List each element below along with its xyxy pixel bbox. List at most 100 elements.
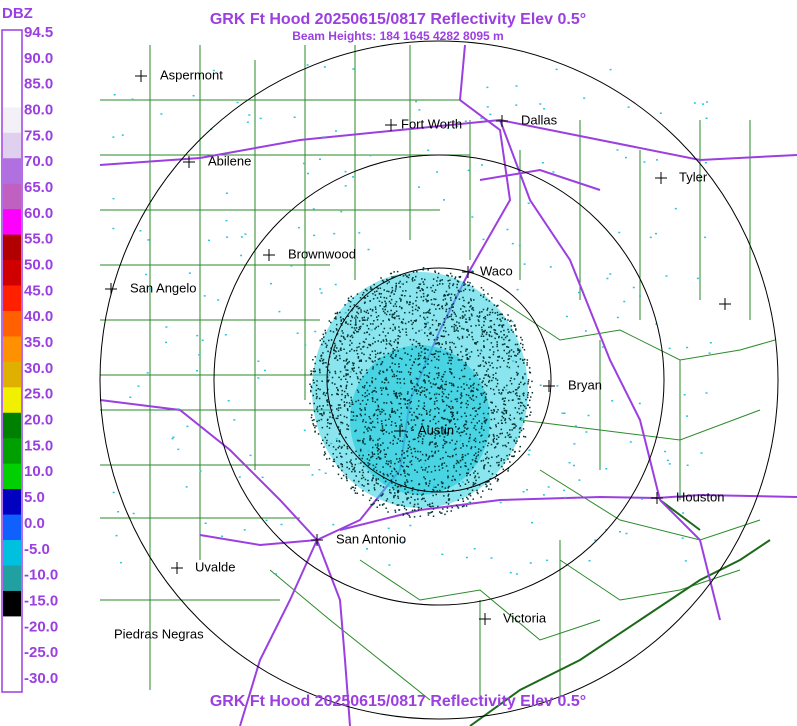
range-ring (213, 154, 665, 606)
legend-label: 65.0 (24, 179, 53, 196)
color-swatch (3, 361, 21, 389)
legend-unit: DBZ (2, 5, 33, 22)
color-swatch (3, 616, 21, 644)
city: Victoria (479, 610, 547, 625)
range-ring (326, 267, 552, 493)
city-label: Dallas (521, 112, 558, 127)
legend-label: 94.5 (24, 24, 53, 41)
legend-label: -20.0 (24, 618, 58, 635)
color-swatch (3, 641, 21, 669)
legend-label: 10.0 (24, 463, 53, 480)
legend-label: 45.0 (24, 282, 53, 299)
color-scale (3, 31, 21, 720)
legend-label: 90.0 (24, 50, 53, 67)
range-rings (99, 40, 779, 720)
city-label: Victoria (503, 610, 547, 625)
legend-label: -15.0 (24, 592, 58, 609)
title: GRK Ft Hood 20250615/0817 Reflectivity E… (210, 11, 586, 28)
color-swatch (3, 590, 21, 618)
city-marker (394, 425, 406, 437)
city: Aspermont (135, 67, 223, 82)
color-swatch (3, 387, 21, 415)
echo-speckle (309, 267, 534, 518)
city-marker (655, 172, 667, 184)
color-swatch (3, 56, 21, 84)
color-swatch (3, 81, 21, 109)
legend-label: 40.0 (24, 308, 53, 325)
city-marker (105, 283, 117, 295)
legend-label: 75.0 (24, 127, 53, 144)
color-swatch (3, 310, 21, 338)
range-ring (99, 40, 779, 720)
city: San Antonio (311, 531, 406, 546)
city-label: Tyler (679, 169, 708, 184)
legend-label: 60.0 (24, 205, 53, 222)
color-swatch (3, 514, 21, 542)
city-marker (543, 380, 555, 392)
city-marker (385, 119, 397, 131)
city-marker (183, 156, 195, 168)
city-label: Uvalde (195, 559, 235, 574)
city-marker (171, 562, 183, 574)
color-swatch (3, 158, 21, 186)
city: Tyler (655, 169, 708, 184)
city-label: Brownwood (288, 246, 356, 261)
city-marker (263, 249, 275, 261)
footer-title: GRK Ft Hood 20250615/0817 Reflectivity E… (210, 693, 586, 710)
legend-label: 20.0 (24, 412, 53, 429)
legend-label: 70.0 (24, 153, 53, 170)
legend-frame (1, 29, 23, 693)
color-swatch (3, 31, 21, 58)
color-swatch (3, 183, 21, 211)
legend-label: 80.0 (24, 101, 53, 118)
legend-label: 25.0 (24, 386, 53, 403)
legend-label: 85.0 (24, 76, 53, 93)
city: Fort Worth (385, 116, 462, 131)
legend-label: -10.0 (24, 567, 58, 584)
color-swatch (3, 336, 21, 364)
city-label: Austin (418, 422, 454, 437)
color-swatch (3, 234, 21, 262)
city-marker (496, 115, 508, 127)
legend-label: 5.0 (24, 489, 45, 506)
unnamed-marker (719, 298, 731, 310)
legend-label: -25.0 (24, 644, 58, 661)
legend-label: -5.0 (24, 541, 50, 558)
city-marker (651, 492, 663, 504)
color-swatch (3, 132, 21, 160)
city: Abilene (183, 153, 251, 168)
color-swatch (3, 692, 21, 720)
city-marker (462, 266, 474, 278)
city: Houston (651, 489, 724, 504)
city: San Angelo (105, 280, 197, 295)
legend-label: 30.0 (24, 360, 53, 377)
color-swatch (3, 107, 21, 135)
city: Brownwood (263, 246, 356, 261)
city-label: Bryan (568, 377, 602, 392)
city: Uvalde (171, 559, 235, 574)
county-lines (100, 45, 776, 726)
color-swatch (3, 463, 21, 491)
city-label: Aspermont (160, 67, 223, 82)
subtitle: Beam Heights: 184 1645 4282 8095 m (292, 29, 503, 43)
color-swatch (3, 489, 21, 516)
legend-label: 35.0 (24, 334, 53, 351)
city-marker (479, 613, 491, 625)
city-label: Piedras Negras (114, 626, 204, 641)
color-swatch (3, 260, 21, 287)
color-swatch (3, 209, 21, 237)
city: Austin (394, 422, 454, 437)
city: Waco (462, 263, 513, 278)
color-swatch (3, 565, 21, 593)
color-swatch (3, 285, 21, 313)
city: Dallas (496, 112, 558, 127)
color-swatch (3, 667, 21, 695)
city: Bryan (543, 377, 602, 392)
color-swatch (3, 438, 21, 466)
legend-label: 50.0 (24, 257, 53, 274)
color-swatch (3, 540, 21, 567)
city-label: Fort Worth (401, 116, 462, 131)
city-marker (135, 70, 147, 82)
radar-echo (112, 64, 712, 575)
city-label: San Angelo (130, 280, 197, 295)
